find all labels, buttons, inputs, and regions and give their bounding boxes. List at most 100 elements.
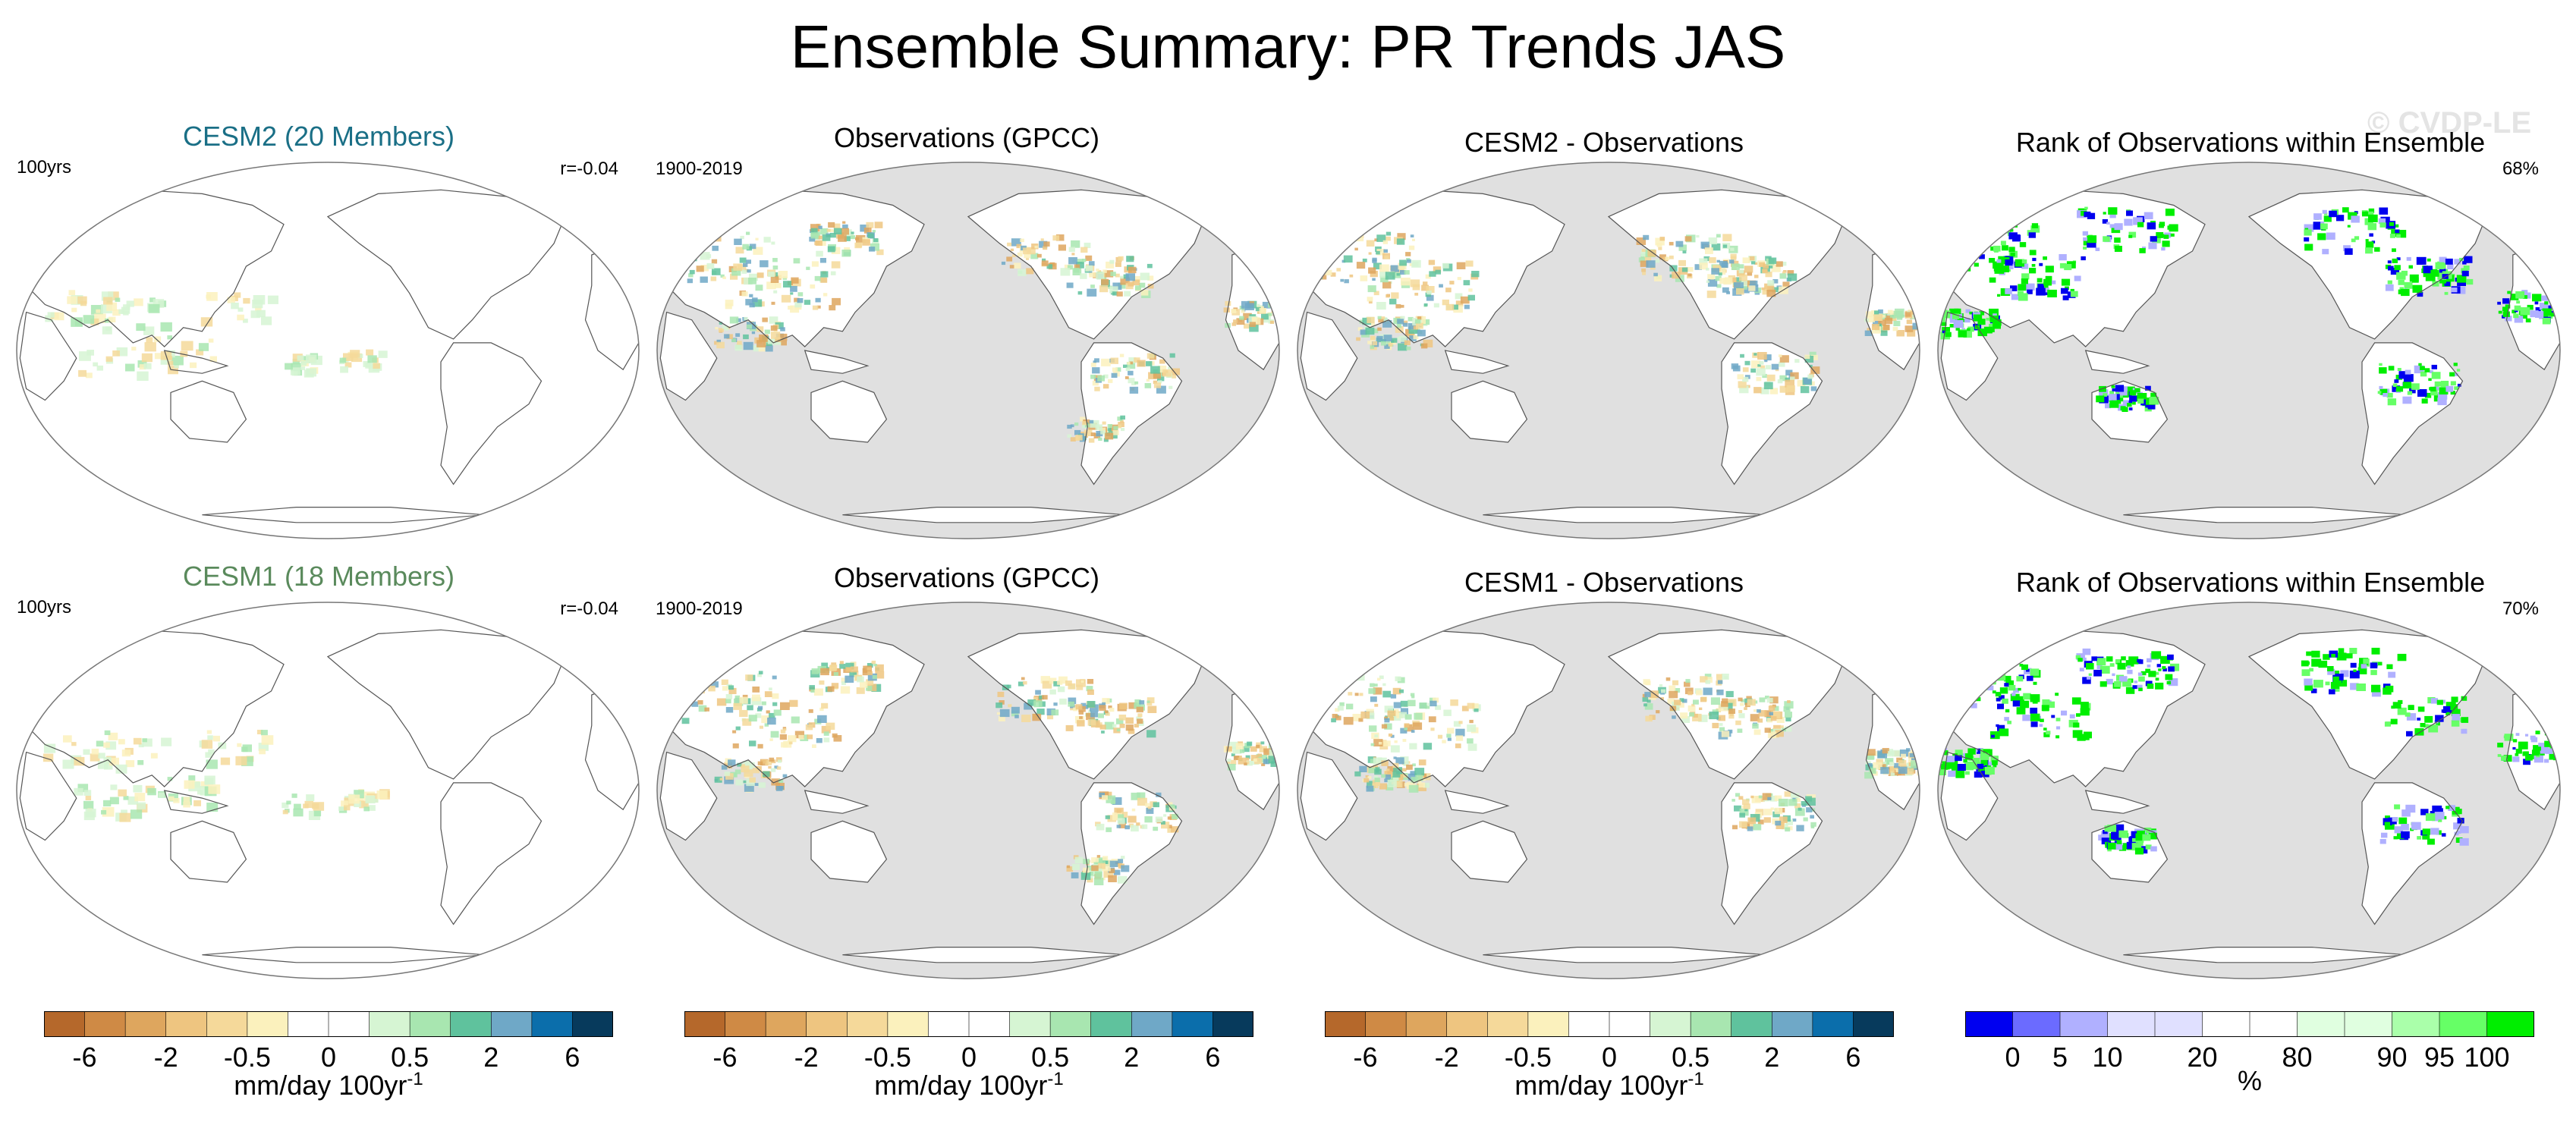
model-panel-correlation: r=-0.04 [560,599,618,619]
trend-colorbar-swatch [410,1011,451,1037]
trend-colorbar-swatch [847,1011,889,1037]
diff-data-patches [1302,671,1920,832]
land-greenland [547,622,611,665]
rank-colorbar-swatch [2250,1011,2298,1037]
trend-colorbar-swatch [206,1011,248,1037]
trend-colorbar-tick-label: 0.5 [1672,1042,1710,1073]
coastline-australia [2091,380,2169,443]
land-north-america [2249,630,2488,779]
trend-colorbar-tick-label: 2 [1124,1042,1140,1073]
rank-panel-title: Rank of Observations within Ensemble [2015,127,2486,158]
trend-colorbar-swatch [1527,1011,1569,1037]
trend-colorbar-swatch [165,1011,207,1037]
model-trend-map [16,602,640,979]
coastline-south-america [1721,342,1823,486]
rank-colorbar-tick-label: 100 [2464,1042,2510,1073]
land-africa [1301,752,1357,841]
coastline-greenland [547,621,612,665]
trend-colorbar-tick-label: 0 [1601,1042,1618,1073]
diff-trend-map [1297,162,1920,539]
rank-panel-percent: 68% [2502,159,2539,179]
land-antarctica-edge [2123,507,2406,523]
trend-colorbar-swatch [1650,1011,1691,1037]
rank-map [1937,162,2561,539]
trend-colorbar-swatch [1568,1011,1610,1037]
land-africa [1941,312,1998,401]
map-border [656,162,1280,539]
obs-panel-period: 1900-2019 [656,599,743,619]
map-border [1297,602,1920,979]
land-north-america [328,190,567,339]
coastline-greenland [1187,621,1252,665]
coastline-south-america [1721,782,1823,925]
rank-colorbar [1965,1011,2534,1037]
trend-colorbar-tick-label: 0 [961,1042,977,1073]
obs-data-patches [665,221,1279,443]
land-greenland [2468,622,2532,665]
land-indonesia [2085,790,2149,814]
cvdp-watermark: © CVDP-LE [2367,106,2532,140]
coastline-north-america [967,629,1208,780]
rank-panel-percent: 70% [2502,599,2539,619]
obs-trend-map [656,602,1280,979]
rank-colorbar-swatch [2060,1011,2108,1037]
trend-colorbar-swatch [1487,1011,1529,1037]
trend-colorbar-swatch [1131,1011,1173,1037]
model-panel-period: 100yrs [17,597,72,617]
rank-colorbar-tick-label: 80 [2282,1042,2313,1073]
coastline-australia [2091,820,2169,883]
trend-colorbar-swatch [450,1011,492,1037]
coastline-australia [810,820,888,883]
land-south-america [441,782,542,925]
coastline-north-america [2247,189,2489,340]
model-data-patches [45,290,388,381]
map-border [1937,602,2561,979]
coastline-eurasia [666,629,925,787]
land-australia [1452,381,1527,442]
coastline-north-america [1607,189,1848,340]
trend-colorbar-swatch [1772,1011,1813,1037]
trend-colorbar-swatch [1009,1011,1051,1037]
trend-colorbar-swatch [684,1011,726,1037]
rank-colorbar-swatch [2486,1011,2534,1037]
rank-colorbar-swatch [2107,1011,2156,1037]
model-data-patches [42,730,390,822]
coastline-indonesia [163,790,229,814]
trend-colorbar-tick-label: -0.5 [863,1042,911,1073]
coastline-south-america [1080,782,1183,925]
trend-colorbar-tick-label: 0.5 [1031,1042,1070,1073]
land-south-america [1722,782,1823,925]
obs-panel-title: Observations (GPCC) [833,562,1100,593]
land-antarctica-edge [202,947,485,963]
trend-colorbar [1325,1011,1894,1037]
land-indonesia [1445,350,1508,374]
trend-colorbar-swatch [1050,1011,1092,1037]
trend-colorbar-tick-label: -0.5 [1504,1042,1552,1073]
trend-colorbar [684,1011,1253,1037]
coastline-africa [659,751,718,841]
trend-colorbar-swatch [491,1011,533,1037]
land-north-america [328,630,567,779]
trend-colorbar-tick-label: 6 [1845,1042,1861,1073]
land-africa [660,312,717,401]
coastline-africa [1300,311,1358,401]
trend-colorbar-swatch [1731,1011,1772,1037]
trend-colorbar-tick-label: 6 [1205,1042,1221,1073]
coastline-australia [1451,380,1528,443]
coastline-australia [1451,820,1528,883]
land-africa [1301,312,1357,401]
trend-colorbar-swatch [1090,1011,1132,1037]
trend-colorbar-swatch [531,1011,573,1037]
trend-colorbar-swatch [1609,1011,1651,1037]
land-greenland [1828,182,1892,225]
coastline-indonesia [1444,790,1510,814]
trend-colorbar-swatch [1446,1011,1488,1037]
trend-colorbar-swatch [369,1011,410,1037]
trend-colorbar-tick-label: -2 [153,1042,178,1073]
coastline-south-america [440,782,543,925]
land-antarctica-edge [842,947,1125,963]
coastline-eurasia [1307,189,1565,347]
map-border [16,162,640,539]
obs-data-patches [662,660,1279,885]
obs-panel-title: Observations (GPCC) [833,122,1100,153]
